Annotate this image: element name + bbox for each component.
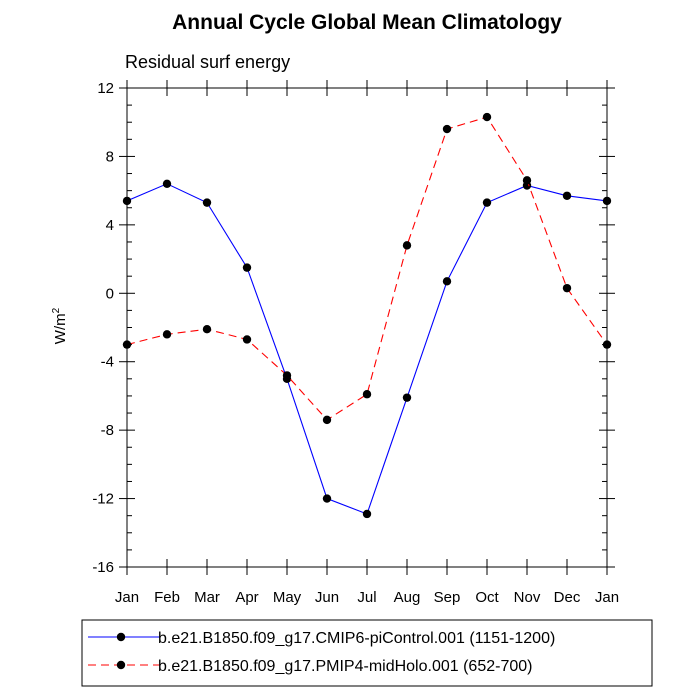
data-point [442,124,452,134]
x-tick-label: Jul [357,589,376,606]
series-layer [122,112,612,519]
x-tick-label: Oct [475,589,499,606]
x-tick-label: Feb [154,589,180,606]
data-point [162,330,172,339]
series-1 [122,179,612,519]
x-tick-label: Mar [194,589,220,606]
y-tick-label: 0 [106,285,114,302]
chart-title: Annual Cycle Global Mean Climatology [172,11,562,34]
data-point [482,198,492,207]
plot-frame [126,87,608,568]
legend-marker [116,632,126,642]
y-axis-label: W/m2 [51,307,69,344]
chart-subtitle: Residual surf energy [125,52,290,72]
y-tick-label: -4 [101,354,114,371]
x-tick-labels: Jan Feb Mar Apr May Jun Jul Aug Sep Oct Nov Dec Jan [115,589,619,606]
y-tick-label: 8 [106,148,114,165]
x-tick-label: Dec [554,589,581,606]
data-point [482,112,492,122]
y-axis-label-superscript: 2 [51,307,62,313]
data-point [562,191,572,200]
data-point [442,277,452,286]
minor-ticks [127,104,607,551]
data-point [362,390,372,399]
data-point [162,179,172,188]
series-line [126,116,608,421]
legend-label: b.e21.B1850.f09_g17.PMIP4-midHolo.001 (6… [158,658,532,675]
y-tick-label: 4 [106,217,114,234]
data-point [242,263,252,272]
data-point [402,393,412,402]
data-point [202,325,212,334]
major-ticks [119,80,615,575]
data-point [562,283,572,293]
series-line [126,183,608,515]
data-point [282,371,292,380]
x-tick-label: May [273,589,302,606]
legend-marker [116,660,126,670]
legend-box [81,619,653,687]
data-point [322,415,332,425]
y-tick-label: 12 [97,80,114,97]
y-tick-label: -16 [92,559,114,576]
y-tick-label: -8 [101,422,114,439]
data-point [242,335,252,344]
data-point [202,198,212,207]
data-point [522,176,532,185]
series-2 [122,112,612,425]
x-tick-label: Jan [595,589,619,606]
y-tick-labels: -16 -12 -8 -4 0 4 8 12 [92,80,114,576]
x-tick-label: Apr [235,589,258,606]
x-tick-label: Nov [514,589,541,606]
legend-label: b.e21.B1850.f09_g17.CMIP6-piControl.001 … [158,630,555,647]
y-axis-label-unit: W/m [52,313,69,344]
legend: b.e21.B1850.f09_g17.CMIP6-piControl.001 … [81,619,653,687]
y-tick-label: -12 [92,491,114,508]
data-point [362,509,372,519]
x-tick-label: Aug [394,589,421,606]
data-point [402,241,412,250]
data-point [322,494,332,503]
x-tick-label: Jun [315,589,339,606]
x-tick-label: Sep [434,589,461,606]
x-tick-label: Jan [115,589,139,606]
